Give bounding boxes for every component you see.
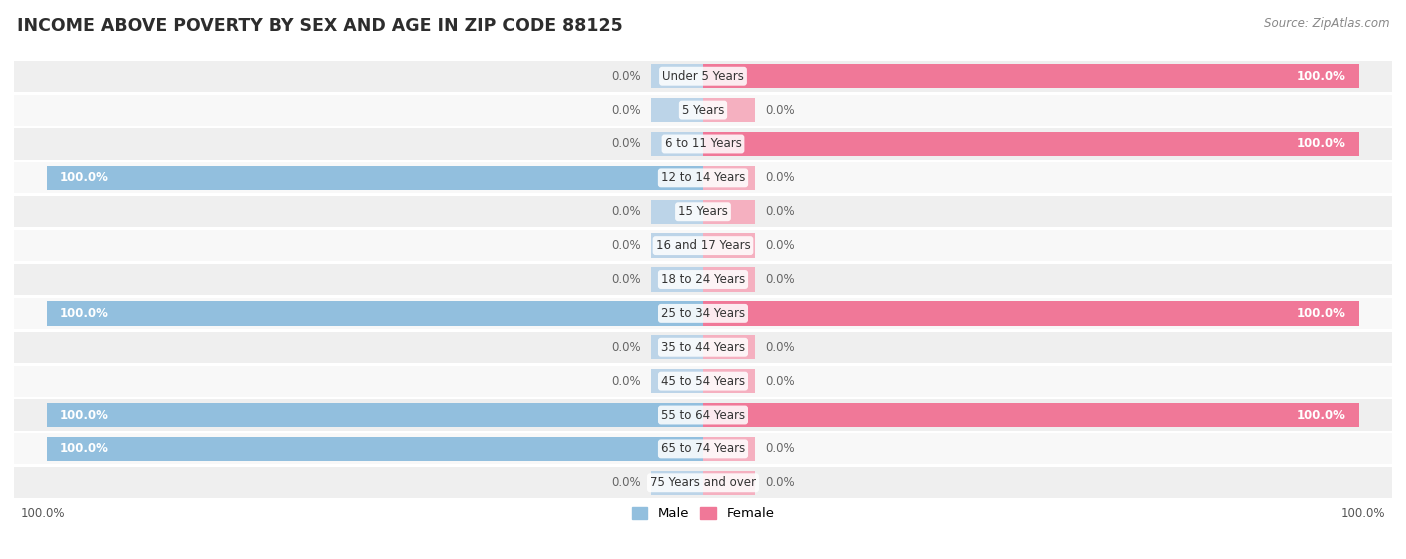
Bar — [703, 471, 755, 495]
Bar — [651, 98, 703, 122]
Text: 0.0%: 0.0% — [765, 205, 794, 218]
Bar — [651, 234, 703, 258]
Bar — [14, 400, 1392, 430]
Text: 0.0%: 0.0% — [765, 341, 794, 354]
Bar — [703, 437, 755, 461]
Text: 100.0%: 100.0% — [1298, 307, 1346, 320]
Text: 0.0%: 0.0% — [765, 273, 794, 286]
Bar — [14, 162, 1392, 193]
Text: INCOME ABOVE POVERTY BY SEX AND AGE IN ZIP CODE 88125: INCOME ABOVE POVERTY BY SEX AND AGE IN Z… — [17, 17, 623, 35]
Text: 65 to 74 Years: 65 to 74 Years — [661, 442, 745, 456]
Text: 0.0%: 0.0% — [612, 239, 641, 252]
Text: 0.0%: 0.0% — [612, 138, 641, 150]
Bar — [703, 64, 1360, 88]
Text: 35 to 44 Years: 35 to 44 Years — [661, 341, 745, 354]
Text: 100.0%: 100.0% — [1298, 138, 1346, 150]
Text: 100.0%: 100.0% — [1298, 70, 1346, 83]
Bar — [703, 403, 1360, 427]
Legend: Male, Female: Male, Female — [626, 501, 780, 525]
Bar — [651, 64, 703, 88]
Text: 0.0%: 0.0% — [612, 103, 641, 117]
Text: 100.0%: 100.0% — [1298, 409, 1346, 421]
Bar — [703, 234, 755, 258]
Text: 0.0%: 0.0% — [612, 375, 641, 387]
Text: 0.0%: 0.0% — [765, 375, 794, 387]
Text: 25 to 34 Years: 25 to 34 Years — [661, 307, 745, 320]
Text: 55 to 64 Years: 55 to 64 Years — [661, 409, 745, 421]
Text: 100.0%: 100.0% — [60, 442, 108, 456]
Text: 0.0%: 0.0% — [612, 341, 641, 354]
Text: 16 and 17 Years: 16 and 17 Years — [655, 239, 751, 252]
Bar — [14, 298, 1392, 329]
Text: 100.0%: 100.0% — [60, 172, 108, 184]
Text: 18 to 24 Years: 18 to 24 Years — [661, 273, 745, 286]
Bar — [651, 267, 703, 292]
Bar — [703, 132, 1360, 156]
Text: 100.0%: 100.0% — [60, 409, 108, 421]
Bar — [651, 471, 703, 495]
Bar — [14, 331, 1392, 363]
Bar — [46, 403, 703, 427]
Bar — [14, 264, 1392, 295]
Bar — [703, 165, 755, 190]
Text: 0.0%: 0.0% — [612, 273, 641, 286]
Text: 5 Years: 5 Years — [682, 103, 724, 117]
Bar — [651, 369, 703, 394]
Text: 100.0%: 100.0% — [1341, 507, 1385, 520]
Bar — [651, 335, 703, 359]
Text: 6 to 11 Years: 6 to 11 Years — [665, 138, 741, 150]
Bar — [703, 200, 755, 224]
Bar — [14, 433, 1392, 465]
Text: Source: ZipAtlas.com: Source: ZipAtlas.com — [1264, 17, 1389, 30]
Text: 0.0%: 0.0% — [765, 172, 794, 184]
Text: 0.0%: 0.0% — [612, 205, 641, 218]
Bar — [14, 230, 1392, 261]
Text: 0.0%: 0.0% — [765, 476, 794, 489]
Text: 0.0%: 0.0% — [612, 476, 641, 489]
Text: 75 Years and over: 75 Years and over — [650, 476, 756, 489]
Bar — [651, 200, 703, 224]
Bar — [46, 437, 703, 461]
Text: 15 Years: 15 Years — [678, 205, 728, 218]
Bar — [703, 369, 755, 394]
Bar — [14, 467, 1392, 499]
Text: 0.0%: 0.0% — [765, 239, 794, 252]
Bar — [703, 267, 755, 292]
Text: 0.0%: 0.0% — [612, 70, 641, 83]
Text: Under 5 Years: Under 5 Years — [662, 70, 744, 83]
Bar — [703, 98, 755, 122]
Bar — [46, 165, 703, 190]
Text: 100.0%: 100.0% — [60, 307, 108, 320]
Bar — [703, 301, 1360, 325]
Bar — [14, 366, 1392, 397]
Text: 100.0%: 100.0% — [21, 507, 65, 520]
Bar — [703, 335, 755, 359]
Text: 0.0%: 0.0% — [765, 442, 794, 456]
Text: 0.0%: 0.0% — [765, 103, 794, 117]
Bar — [14, 60, 1392, 92]
Bar — [14, 196, 1392, 228]
Text: 45 to 54 Years: 45 to 54 Years — [661, 375, 745, 387]
Bar — [14, 94, 1392, 126]
Text: 12 to 14 Years: 12 to 14 Years — [661, 172, 745, 184]
Bar — [46, 301, 703, 325]
Bar — [651, 132, 703, 156]
Bar — [14, 129, 1392, 159]
